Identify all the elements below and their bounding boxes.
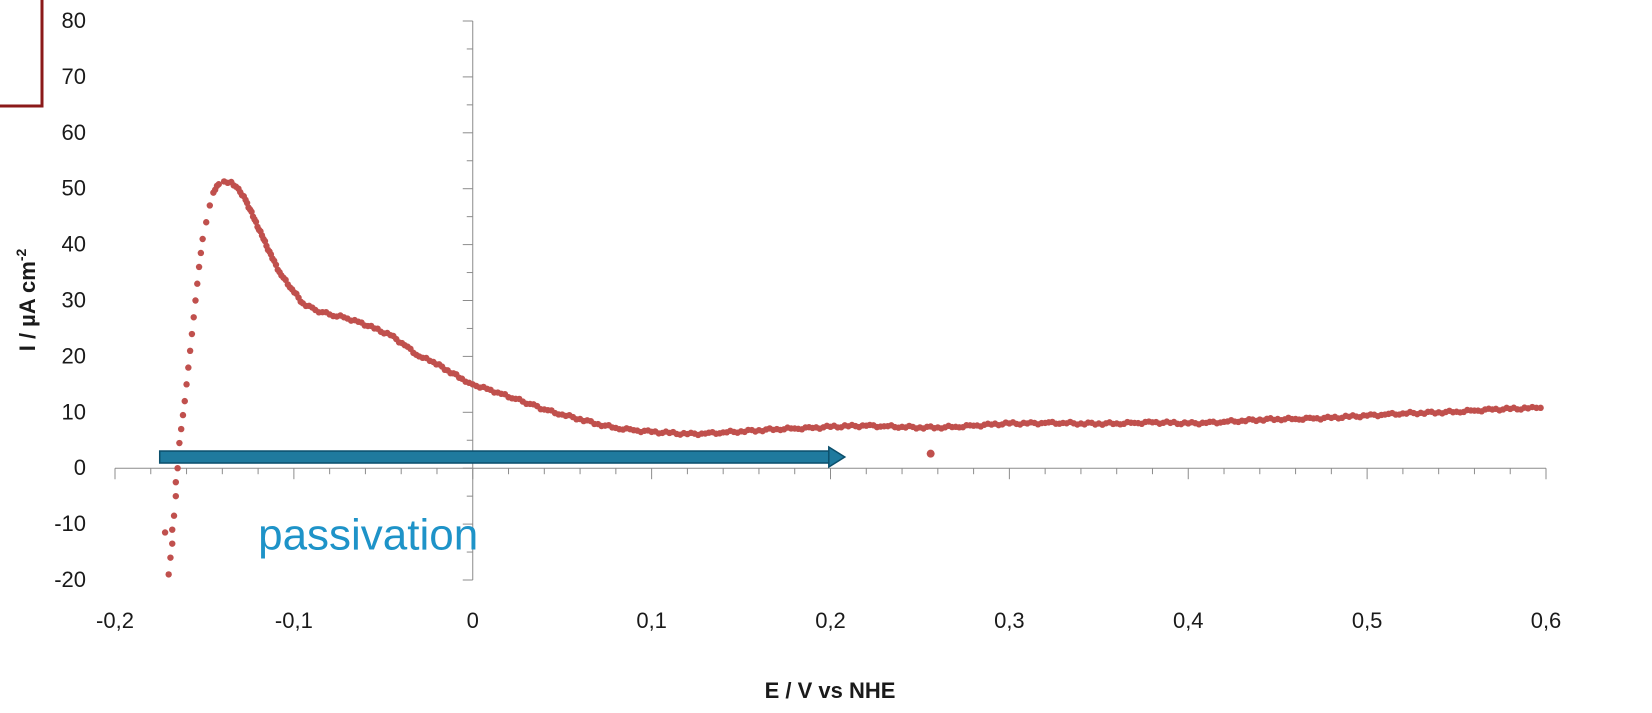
data-point xyxy=(206,202,214,209)
data-point xyxy=(169,540,176,547)
data-point xyxy=(194,280,201,287)
arrow-shaft xyxy=(158,450,832,464)
data-point xyxy=(186,347,194,355)
y-axis-label-main: I / µA cm xyxy=(15,261,40,351)
data-point xyxy=(199,235,206,243)
data-point xyxy=(197,249,205,257)
data-point xyxy=(176,439,183,447)
y-tick-label: -20 xyxy=(54,567,86,592)
data-point xyxy=(192,297,199,304)
data-point xyxy=(183,381,190,388)
labels-group: E / V vs NHE I / µA cm-2 passivation xyxy=(13,249,895,703)
data-point xyxy=(169,526,176,533)
y-tick-label: 20 xyxy=(62,343,86,368)
y-tick-label: 50 xyxy=(62,176,86,201)
x-tick-label: 0,2 xyxy=(815,608,846,633)
data-point xyxy=(272,261,280,269)
y-axis-label-superscript: -2 xyxy=(13,249,29,262)
data-point-outlier xyxy=(926,449,935,458)
arrow-head xyxy=(828,445,847,469)
y-tick-label: 0 xyxy=(74,455,86,480)
x-tick-label: 0,4 xyxy=(1173,608,1204,633)
axes-group: -0,2 -0,1 0 0,1 0,2 0,3 0,4 0,5 0,6 -20 -10 0 10 20 30… xyxy=(54,8,1561,633)
y-tick-label: 10 xyxy=(62,399,86,424)
x-tick-label: 0,5 xyxy=(1352,608,1383,633)
x-axis-label: E / V vs NHE xyxy=(765,678,896,703)
data-point xyxy=(167,554,174,561)
data-point xyxy=(188,330,196,338)
y-tick-label: 40 xyxy=(62,232,86,257)
data-point xyxy=(170,512,178,519)
x-tick-label: 0,1 xyxy=(636,608,667,633)
x-tick-label: 0 xyxy=(467,608,479,633)
y-tick-label: 60 xyxy=(62,120,86,145)
y-axis-label: I / µA cm-2 xyxy=(13,249,40,352)
x-tick-label: 0,3 xyxy=(994,608,1025,633)
data-point xyxy=(190,314,197,321)
x-tick-label: -0,1 xyxy=(275,608,313,633)
data-point xyxy=(195,263,203,271)
data-point xyxy=(215,181,222,188)
y-tick-label: 80 xyxy=(62,8,86,33)
x-tick-label: 0,6 xyxy=(1531,608,1562,633)
data-point xyxy=(203,219,210,226)
y-tick-label: 30 xyxy=(62,288,86,313)
data-point xyxy=(165,571,172,578)
scan-direction-arrow xyxy=(158,445,847,469)
data-point xyxy=(181,397,188,405)
data-point xyxy=(252,218,260,226)
data-point xyxy=(177,425,185,433)
data-point xyxy=(185,364,192,371)
data-point xyxy=(179,411,187,419)
data-point xyxy=(1537,404,1544,412)
data-point xyxy=(172,478,180,486)
y-tick-label: -10 xyxy=(54,511,86,536)
corner-frame xyxy=(0,0,44,108)
data-point xyxy=(174,465,181,472)
y-tick-label: 70 xyxy=(62,64,86,89)
passivation-annotation: passivation xyxy=(258,510,478,559)
data-point xyxy=(172,492,180,500)
data-point xyxy=(161,529,169,536)
data-point xyxy=(248,208,255,215)
x-tick-label: -0,2 xyxy=(96,608,134,633)
